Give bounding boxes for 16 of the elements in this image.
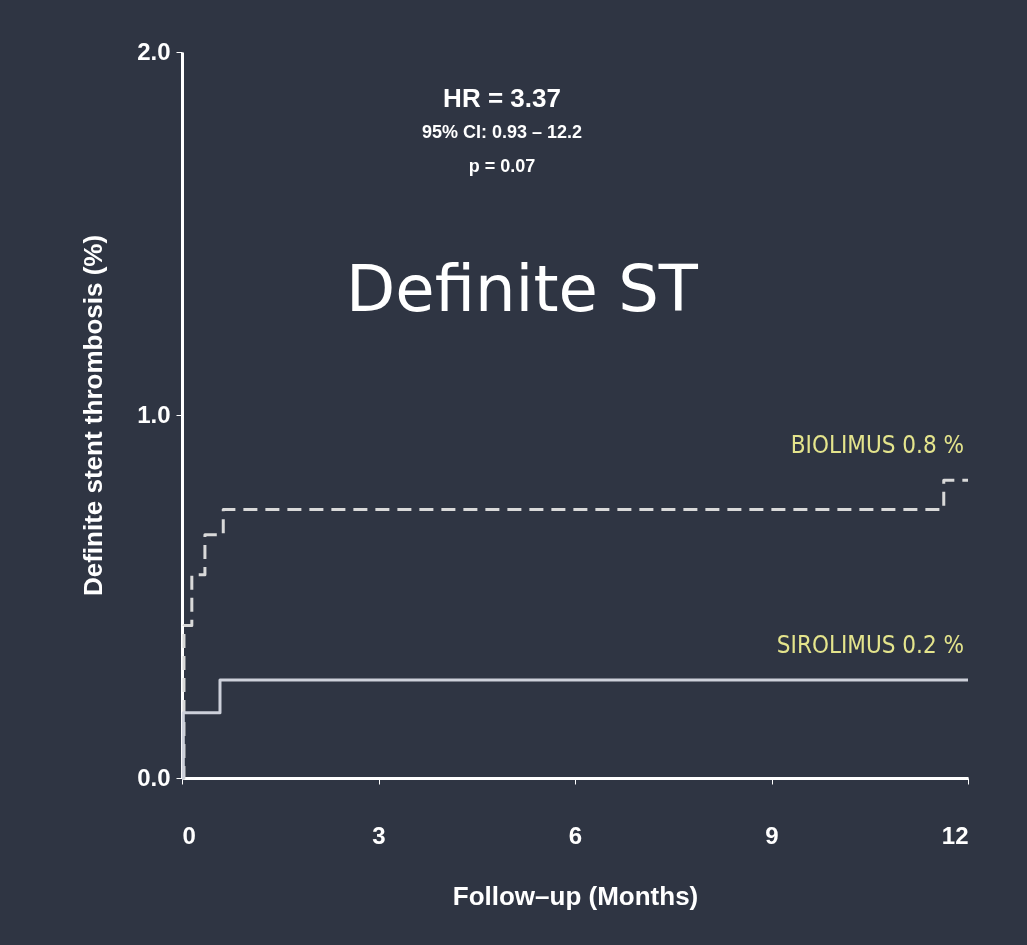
series-label: BIOLIMUS 0.8 %: [790, 431, 964, 460]
x-axis-title: Follow–up (Months): [452, 880, 699, 911]
y-axis-title: Definite stent thrombosis (%): [78, 234, 109, 597]
series-label: SIROLIMUS 0.2 %: [776, 630, 964, 659]
y-tick-label: 2.0: [137, 37, 171, 65]
x-tick-label: 6: [568, 821, 583, 849]
x-tick-label: 0: [182, 821, 196, 849]
y-tick-label: 1.0: [137, 400, 171, 428]
x-tick-label: 9: [765, 821, 779, 849]
x-tick-label: 12: [941, 821, 969, 849]
annotation: HR = 3.37: [443, 83, 561, 113]
x-tick-label: 3: [372, 821, 386, 849]
annotation: p = 0.07: [468, 156, 536, 176]
text: Definite ST: [346, 252, 699, 326]
annotation: 95% CI: 0.93 – 12.2: [421, 122, 583, 142]
y-tick-label: 0.0: [137, 763, 171, 791]
